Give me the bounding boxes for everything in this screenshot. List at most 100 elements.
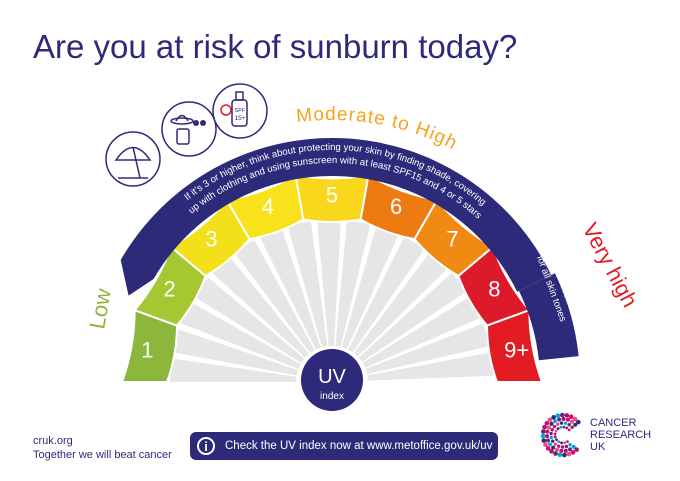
logo-dot (544, 420, 550, 426)
logo-dot (541, 438, 547, 443)
logo-dot (560, 445, 565, 449)
gauge-ray (353, 252, 448, 357)
gauge-ray (341, 226, 399, 350)
logo-dot (560, 412, 565, 418)
gauge-ray (194, 277, 305, 364)
logo-dot (568, 447, 573, 452)
logo-dot (551, 415, 556, 420)
gauge-ray (358, 272, 467, 362)
check-uv-text: Check the UV index now at www.metoffice.… (225, 440, 493, 452)
uv-segment-label: 8 (488, 276, 500, 301)
logo-dot (573, 422, 578, 427)
uv-segment-9+ (486, 308, 544, 383)
logo-dot (565, 417, 570, 422)
logo-dot (552, 424, 557, 429)
uv-segment-label: 7 (446, 226, 458, 251)
logo-dot (549, 421, 554, 426)
hub-uv-label: UV (318, 366, 346, 388)
logo-dot (564, 413, 570, 418)
logo-dot (570, 425, 574, 429)
info-icon: i (197, 437, 215, 455)
beach-umbrella-icon (105, 131, 161, 187)
logo-dot (563, 448, 568, 453)
logo-dot (559, 448, 564, 453)
logo-dot (562, 452, 567, 458)
logo-dot (550, 428, 554, 432)
uv-segment-label: 9+ (504, 337, 529, 362)
hub-index-label: index (320, 391, 344, 402)
cruk-logo-icon (540, 412, 581, 458)
gauge-ray (212, 256, 310, 358)
logo-dot (562, 425, 566, 429)
logo-dot (553, 432, 557, 436)
logo-dot (563, 441, 567, 445)
sunscreen-bottle-icon: SPF 15+ (212, 83, 268, 139)
logo-dot (561, 417, 566, 422)
logo-dot (556, 444, 561, 448)
logo-dot (559, 425, 563, 429)
logo-dot (566, 451, 572, 457)
logo-dot (557, 440, 561, 444)
logo-dot (545, 438, 550, 443)
logo-dot (571, 444, 576, 449)
advice-banner (120, 138, 552, 296)
logo-dot (549, 435, 553, 440)
logo-dot (547, 417, 553, 423)
logo-dot (566, 440, 569, 444)
logo-dot (554, 429, 558, 433)
logo-dot (559, 421, 564, 425)
logo-dot (560, 441, 564, 445)
logo-dot (551, 445, 556, 450)
logo-dot (545, 429, 550, 434)
logo-dot (549, 449, 554, 454)
logo-dot (553, 419, 557, 424)
cruk-tagline: Together we will beat cancer (33, 449, 172, 461)
logo-dot (576, 419, 581, 425)
logo-dot (543, 442, 548, 447)
page-title: Are you at risk of sunburn today? (33, 28, 518, 65)
logo-line-uk: UK (590, 441, 606, 453)
uv-segment-label: 5 (326, 183, 338, 208)
logo-dot (568, 443, 572, 447)
logo-line-cancer: CANCER (590, 417, 637, 429)
logo-dot (570, 450, 576, 455)
logo-dot (564, 444, 569, 449)
gauge-ray (259, 228, 321, 350)
gauge-segments: 1 2 3 4 5 6 7 8 9+ (120, 173, 544, 383)
gauge-ray (180, 302, 301, 369)
logo-dot (555, 447, 560, 452)
logo-dot (567, 423, 571, 427)
spf-value: 15+ (234, 115, 245, 122)
cruk-logo-text: CANCER RESEARCH UK (590, 417, 651, 453)
uv-segment-label: 6 (390, 194, 402, 219)
hat-sunglasses-shirt-icon (161, 101, 217, 157)
check-uv-banner[interactable]: i Check the UV index now at www.metoffic… (190, 432, 498, 460)
gauge-ray (348, 236, 425, 353)
logo-dot (549, 431, 553, 436)
logo-dot (548, 442, 553, 447)
logo-dot (551, 439, 555, 443)
logo-dot (557, 417, 562, 422)
gauge-ray (362, 296, 481, 368)
uv-segment-label: 4 (262, 194, 274, 219)
very-high-banner (518, 273, 579, 361)
logo-dot (557, 452, 563, 458)
gauge-ray (287, 221, 328, 348)
logo-dot (556, 427, 560, 431)
logo-dot (553, 451, 558, 456)
logo-dot (553, 442, 557, 446)
logo-dot (553, 435, 557, 439)
logo-dot (541, 429, 546, 434)
logo-dot (565, 426, 569, 430)
logo-dot (540, 433, 546, 439)
gauge-ray (172, 329, 298, 376)
logo-dot (545, 434, 550, 439)
logo-dot (555, 438, 558, 442)
cruk-url[interactable]: cruk.org (33, 435, 73, 447)
low-label: Low (84, 287, 116, 331)
gauge-ray (170, 358, 297, 382)
logo-dot (563, 421, 568, 425)
gauge-ray (317, 220, 341, 347)
gauge-ray (367, 352, 494, 381)
